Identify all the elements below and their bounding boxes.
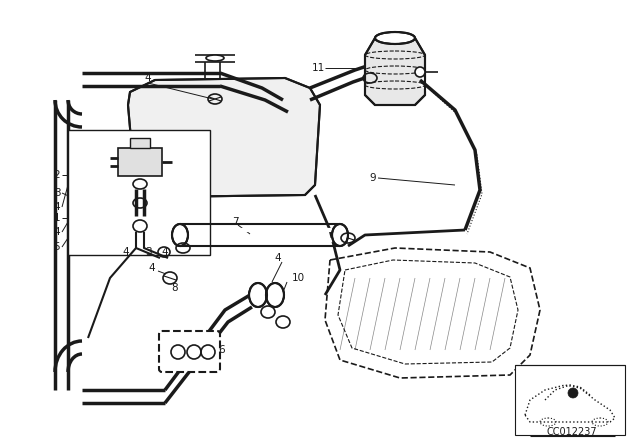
Text: 5: 5 bbox=[54, 242, 60, 252]
Circle shape bbox=[568, 388, 578, 398]
FancyBboxPatch shape bbox=[159, 331, 220, 372]
Text: 8: 8 bbox=[172, 283, 179, 293]
Text: 4: 4 bbox=[148, 263, 156, 273]
Text: 1: 1 bbox=[54, 213, 60, 223]
Text: 2: 2 bbox=[54, 170, 60, 180]
Text: 4: 4 bbox=[275, 253, 282, 263]
Bar bbox=[515, 365, 625, 435]
Bar bbox=[68, 130, 210, 255]
Text: 4: 4 bbox=[54, 227, 60, 237]
Polygon shape bbox=[128, 78, 320, 197]
Ellipse shape bbox=[249, 283, 267, 307]
Text: 4: 4 bbox=[145, 73, 151, 83]
Ellipse shape bbox=[415, 67, 425, 77]
Text: 4: 4 bbox=[54, 202, 60, 212]
Text: 4: 4 bbox=[123, 247, 129, 257]
Polygon shape bbox=[365, 38, 425, 105]
Ellipse shape bbox=[375, 32, 415, 44]
Text: CC012237: CC012237 bbox=[547, 427, 597, 437]
Text: 10: 10 bbox=[291, 273, 305, 283]
Ellipse shape bbox=[172, 224, 188, 246]
Text: 6: 6 bbox=[219, 345, 225, 355]
Text: 3: 3 bbox=[54, 188, 60, 198]
Polygon shape bbox=[118, 148, 162, 176]
Ellipse shape bbox=[266, 283, 284, 307]
Polygon shape bbox=[130, 138, 150, 148]
Ellipse shape bbox=[206, 55, 224, 61]
Text: 7: 7 bbox=[232, 217, 238, 227]
Text: 11: 11 bbox=[312, 63, 324, 73]
Text: 4: 4 bbox=[162, 247, 168, 257]
Text: 9: 9 bbox=[370, 173, 376, 183]
Text: 4: 4 bbox=[333, 223, 339, 233]
Ellipse shape bbox=[332, 224, 348, 246]
Text: 3: 3 bbox=[145, 247, 151, 257]
